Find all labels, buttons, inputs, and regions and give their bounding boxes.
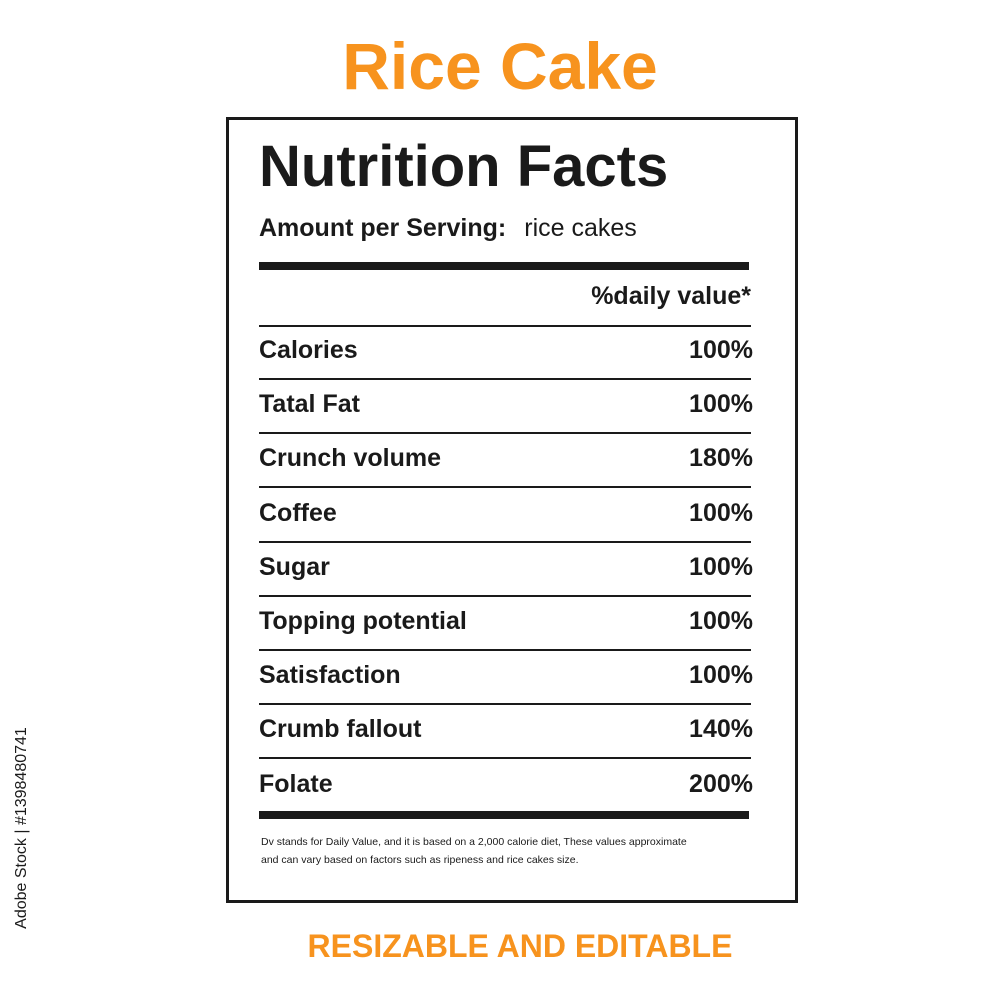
divider [259, 262, 749, 270]
nutrient-name: Tatal Fat [259, 390, 360, 419]
nutrient-name: Crumb fallout [259, 715, 422, 744]
footnote-line: Dv stands for Daily Value, and it is bas… [261, 836, 687, 848]
divider [259, 811, 749, 819]
serving: Amount per Serving: rice cakes [259, 214, 637, 243]
nutrient-value: 100% [689, 607, 753, 635]
divider [259, 594, 751, 597]
tagline: RESIZABLE AND EDITABLE [307, 928, 733, 964]
footnote-line: and can vary based on factors such as ri… [261, 854, 579, 866]
nutrient-name: Satisfaction [259, 661, 401, 690]
nutrient-row: Coffee 100% [259, 499, 753, 528]
nutrient-row: Tatal Fat 100% [259, 390, 753, 419]
nutrient-value: 200% [689, 769, 753, 798]
divider [259, 325, 751, 327]
nutrient-row: Calories 100% [259, 336, 753, 365]
divider [259, 757, 751, 760]
divider [259, 540, 751, 543]
nutrient-value: 100% [689, 552, 753, 581]
nutrient-value: 140% [689, 715, 753, 744]
serving-value: rice cakes [524, 214, 637, 242]
nutrient-row: Crunch volume 180% [259, 444, 753, 473]
nutrient-row: Sugar 100% [259, 553, 753, 582]
nutrient-name: Crunch volume [259, 444, 441, 473]
divider [259, 432, 751, 435]
watermark: Adobe Stock | #1398480741 [13, 727, 30, 929]
dv-header: %daily value* [591, 282, 751, 310]
nutrient-name: Folate [259, 769, 333, 798]
label-box [226, 117, 798, 903]
nutrient-value: 100% [689, 336, 753, 364]
nutrient-value: 100% [689, 661, 753, 690]
page-title: Rice Cake [342, 29, 658, 103]
nutrient-name: Sugar [259, 552, 330, 581]
nutrient-value: 100% [689, 498, 753, 527]
nutrient-row: Satisfaction 100% [259, 661, 753, 690]
nutrient-value: 100% [689, 390, 753, 419]
nutrient-name: Coffee [259, 498, 337, 527]
nutrient-row: Topping potential 100% [259, 607, 753, 636]
nutrient-name: Topping potential [259, 607, 467, 635]
nutrient-row: Crumb fallout 140% [259, 715, 753, 744]
nutrient-value: 180% [689, 444, 753, 473]
divider [259, 649, 751, 651]
divider [259, 378, 751, 380]
nutrient-row: Folate 200% [259, 770, 753, 799]
label-heading: Nutrition Facts [259, 134, 669, 199]
divider [259, 703, 751, 706]
nutrient-name: Calories [259, 336, 358, 364]
divider [259, 486, 751, 489]
serving-label: Amount per Serving: [259, 214, 507, 242]
